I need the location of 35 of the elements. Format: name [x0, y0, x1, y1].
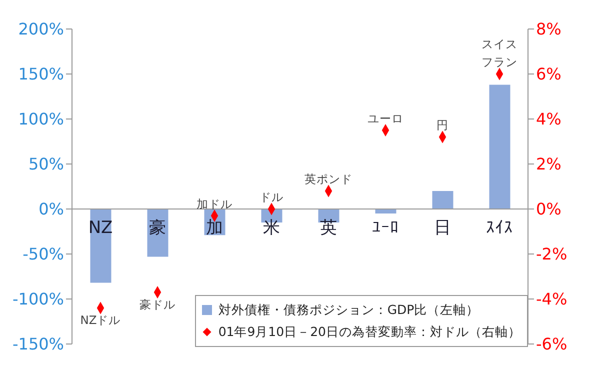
x-tick-label: ﾕｰﾛ	[372, 218, 399, 238]
annotation: NZドル	[80, 313, 121, 327]
annotation: スイスフラン	[482, 37, 518, 69]
y2-tick-label: 4%	[536, 110, 562, 129]
annotation: 円	[436, 118, 448, 132]
annotation: 豪ドル	[140, 297, 176, 312]
annotation: ユーロ	[368, 111, 404, 126]
legend-label: 対外債権・債務ポジション：GDP比（左軸）	[218, 301, 480, 319]
x-tick-label: 英	[320, 218, 337, 238]
y-tick-label: 50%	[28, 154, 64, 174]
y2-tick-label: 0%	[536, 200, 562, 219]
x-tick-label: 日	[434, 218, 451, 238]
y2-tick-label: 6%	[536, 64, 562, 84]
x-tick-label: 加	[206, 218, 223, 238]
annotation: ドル	[260, 190, 284, 204]
y2-tick-label: -4%	[536, 290, 568, 309]
y-tick-label: -100%	[12, 290, 64, 309]
y2-tick-label: 2%	[536, 154, 562, 174]
bar	[432, 191, 454, 209]
y-tick-label: -50%	[22, 244, 64, 264]
y-tick-label: 100%	[18, 110, 64, 129]
y-tick-label: -150%	[12, 334, 64, 354]
annotation: 加ドル	[196, 196, 232, 211]
bar	[489, 84, 510, 209]
y-tick-label: 150%	[18, 64, 64, 84]
y-tick-label: 0%	[38, 200, 64, 219]
x-tick-label: 米	[263, 218, 280, 238]
y2-tick-label: 8%	[536, 20, 562, 39]
y2-tick-label: -2%	[536, 244, 568, 264]
y-tick-label: 200%	[18, 20, 64, 39]
y2-tick-label: -6%	[536, 334, 568, 354]
annotation: 英ポンド	[304, 172, 352, 186]
x-tick-label: ｽｲｽ	[486, 218, 513, 238]
legend-label: 01年9月10日－20日の為替変動率：対ドル（右軸）	[218, 323, 521, 341]
x-tick-label: 豪	[149, 218, 166, 238]
